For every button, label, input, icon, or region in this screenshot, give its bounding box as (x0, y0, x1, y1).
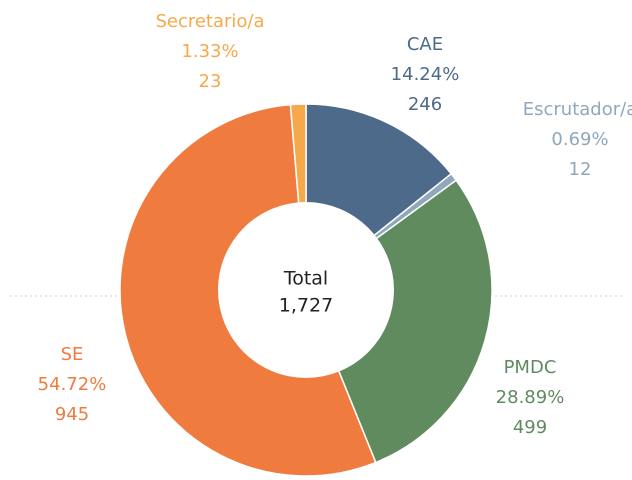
slice-percent: 28.89% (496, 387, 565, 408)
slice-percent: 14.24% (391, 64, 460, 85)
center-value: 1,727 (279, 295, 333, 317)
slice-label: CAE (407, 34, 443, 55)
slice-percent: 1.33% (181, 41, 238, 62)
slice-label: Escrutador/a (523, 99, 632, 120)
slice (305, 179, 493, 464)
slice-percent: 54.72% (38, 374, 107, 395)
slice-label: Secretario/a (155, 11, 264, 32)
slice-value: 246 (408, 94, 442, 115)
slice-value: 945 (55, 404, 89, 425)
slice-percent: 0.69% (551, 129, 608, 150)
slice-label: PMDC (504, 357, 557, 378)
slice-value: 23 (199, 71, 222, 92)
slice-label: SE (61, 344, 84, 365)
slice-value: 12 (569, 159, 592, 180)
slice-value: 499 (513, 417, 547, 438)
donut-hole (218, 202, 394, 378)
center-title: Total (283, 268, 328, 290)
